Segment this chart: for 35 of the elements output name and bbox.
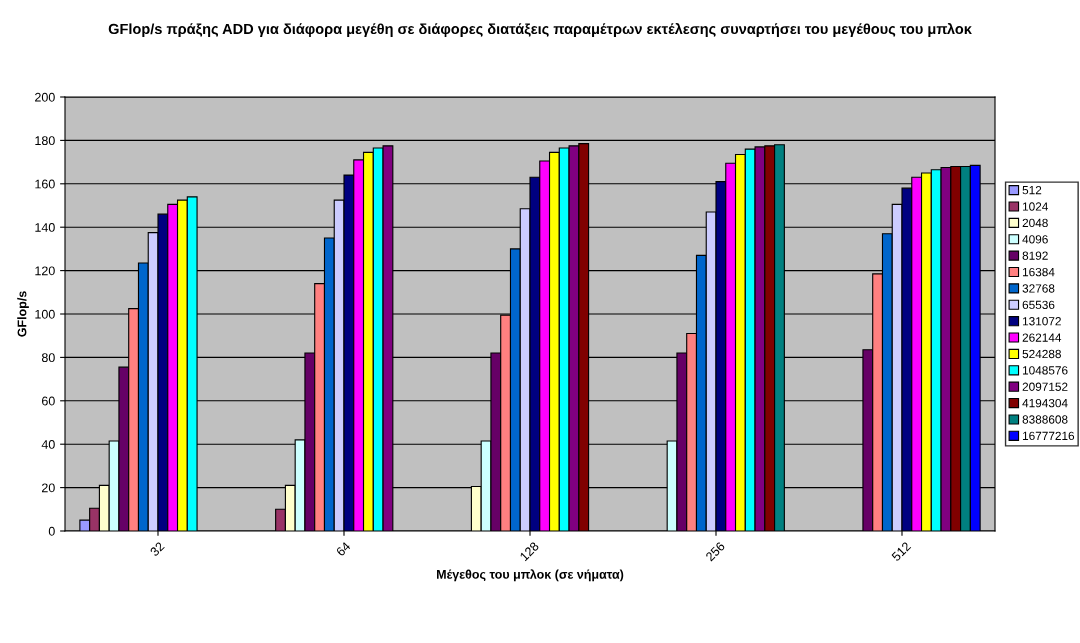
y-tick-label: 60 xyxy=(42,396,55,406)
y-tick-label: 0 xyxy=(48,526,55,536)
x-tick-label: 32 xyxy=(149,541,165,557)
legend-label: 4194304 xyxy=(1022,398,1068,408)
legend-label: 8192 xyxy=(1022,251,1048,260)
legend-label: 2048 xyxy=(1022,218,1048,228)
y-tick-label: 120 xyxy=(35,266,55,276)
legend-label: 262144 xyxy=(1022,333,1062,342)
legend-label: 32768 xyxy=(1022,284,1055,293)
x-axis-title: Μέγεθος του μπλοκ (σε νήματα) xyxy=(437,569,624,582)
y-tick-label: 180 xyxy=(35,136,55,146)
legend-label: 1024 xyxy=(1022,202,1048,211)
legend-label: 524288 xyxy=(1022,349,1061,359)
legend-label: 16777216 xyxy=(1022,431,1075,441)
legend-label: 1048576 xyxy=(1022,366,1068,375)
legend-label: 8388608 xyxy=(1022,415,1068,424)
legend-label: 512 xyxy=(1022,185,1042,195)
x-tick-label: 512 xyxy=(891,541,912,562)
legend-label: 4096 xyxy=(1022,235,1048,244)
y-tick-label: 20 xyxy=(42,483,55,493)
y-tick-label: 160 xyxy=(35,179,55,189)
y-tick-label: 200 xyxy=(35,92,55,102)
legend-label: 65536 xyxy=(1022,300,1055,310)
legend-label: 131072 xyxy=(1022,317,1061,326)
legend-label: 16384 xyxy=(1022,267,1055,277)
y-axis-title: GFlop/s xyxy=(17,291,29,337)
x-tick-label: 128 xyxy=(519,541,540,562)
legend-label: 2097152 xyxy=(1022,382,1068,391)
y-tick-label: 140 xyxy=(35,223,55,232)
chart-title: GFlop/s πράξης ADD για διάφορα μεγέθη σε διάφορες διατάξεις παραμέτρων εκτέλεσης συναρτήσει του μεγέθους του μπλοκ xyxy=(108,23,972,37)
x-tick-label: 64 xyxy=(335,541,352,557)
y-tick-label: 100 xyxy=(35,309,55,319)
y-tick-label: 40 xyxy=(41,440,55,449)
y-tick-label: 80 xyxy=(41,353,55,363)
x-tick-label: 256 xyxy=(705,541,726,562)
